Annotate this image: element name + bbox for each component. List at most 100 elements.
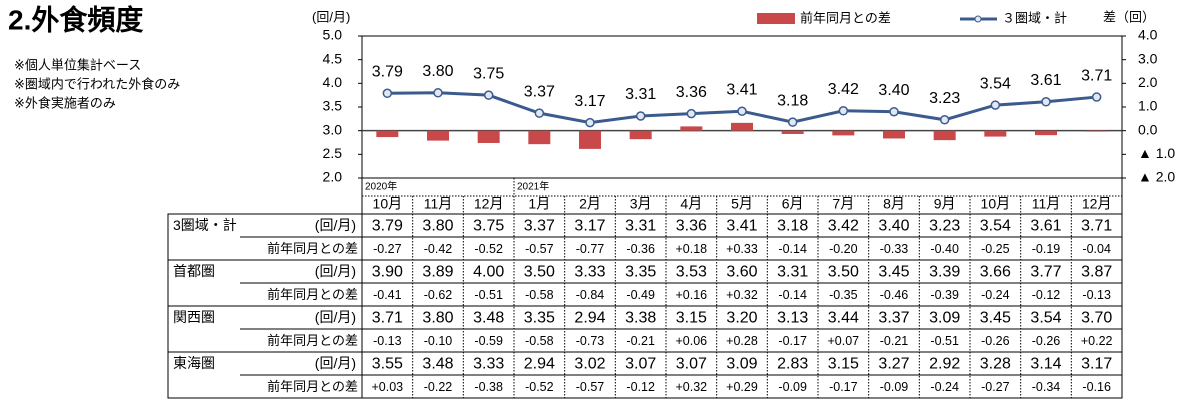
cell: 2.94 [574,310,605,327]
marker [585,117,595,128]
cell: -0.04 [1082,242,1111,256]
cell: -0.25 [981,242,1010,256]
x-tick-label: 9月 [934,196,956,212]
y-axis-label: (回/月) [312,9,350,24]
row-unit: (回/月) [315,217,356,233]
y2-tick-label: ▲ 2.0 [1138,169,1175,185]
cell: 3.50 [524,264,555,281]
cell: -0.12 [1032,288,1061,302]
cell: 3.45 [878,264,909,281]
row-unit: (回/月) [315,309,356,325]
marker [737,106,747,117]
data-label: 3.37 [524,83,555,100]
data-label: 3.17 [574,93,605,110]
cell: 3.75 [473,218,504,235]
cell: +0.16 [676,288,708,302]
row-unit: (回/月) [315,355,356,371]
cell: -0.14 [778,242,807,256]
note: ※圏域内で行われた外食のみ [14,76,180,91]
cell: 2.92 [929,356,960,373]
y-tick-label: 3.5 [323,98,343,114]
cell: 3.31 [625,218,656,235]
cell: +0.32 [676,380,708,394]
data-label: 3.42 [828,81,859,98]
y-tick-label: 4.0 [323,74,343,90]
cell: 3.87 [1081,264,1112,281]
cell: +0.28 [726,334,758,348]
row-label: 前年同月との差 [267,287,358,302]
cell: -0.59 [474,334,503,348]
row-label: 前年同月との差 [267,241,358,256]
bar [731,122,753,131]
x-tick-label: 6月 [782,196,804,212]
cell: 3.18 [777,218,808,235]
cell: 3.80 [422,310,453,327]
cell: 3.17 [574,218,605,235]
row-unit: (回/月) [315,263,356,279]
cell: 3.09 [726,356,757,373]
cell: -0.19 [1032,242,1061,256]
year-label: 2021年 [517,180,549,193]
x-tick-label: 12月 [1082,196,1112,212]
cell: 3.15 [828,356,859,373]
x-tick-label: 10月 [981,196,1011,212]
cell: 3.37 [878,310,909,327]
x-tick-label: 2月 [579,196,601,212]
cell: 3.35 [625,264,656,281]
cell: +0.03 [372,380,404,394]
marker [686,108,697,119]
cell: 3.53 [676,264,707,281]
cell: 3.77 [1030,264,1061,281]
cell: -0.36 [626,242,655,256]
cell: -0.14 [778,288,807,302]
y-tick-label: 3.0 [323,121,343,137]
cell: -0.24 [930,380,959,394]
cell: -0.17 [778,334,807,348]
y-tick-label: 2.5 [323,145,343,161]
marker [1041,97,1051,107]
data-label: 3.40 [878,82,909,99]
data-label: 3.75 [473,65,504,82]
cell: -0.42 [424,242,453,256]
cell: 3.42 [828,218,859,235]
marker [787,117,798,127]
cell: 3.54 [980,218,1011,235]
cell: -0.13 [373,334,402,348]
cell: 2.83 [777,356,808,373]
cell: +0.32 [726,288,758,302]
data-label: 3.61 [1030,72,1061,89]
note: ※個人単位集計ベース [14,57,141,72]
y-tick-label: 5.0 [323,27,343,43]
bar [427,130,449,141]
data-label: 3.79 [372,63,403,80]
cell: -0.21 [626,334,655,348]
cell: -0.35 [829,288,858,302]
row-label: 前年同月との差 [267,379,358,394]
x-tick-label: 12月 [474,196,504,212]
cell: 3.55 [372,356,403,373]
y-tick-label: 4.5 [323,50,343,66]
cell: 3.20 [726,310,757,327]
x-tick-label: 5月 [731,196,753,212]
cell: -0.41 [373,288,402,302]
cell: -0.26 [981,334,1010,348]
bar [579,130,601,149]
row-label: 東海圏 [173,355,215,371]
cell: -0.27 [373,242,402,256]
cell: -0.77 [576,242,605,256]
cell: -0.84 [576,288,605,302]
cell: 3.17 [1081,356,1112,373]
cell: 3.41 [726,218,757,235]
bar [984,130,1007,137]
cell: -0.52 [525,380,554,394]
cell: 3.37 [524,218,555,235]
bar [477,130,500,143]
cell: 3.71 [1081,218,1112,235]
cell: 3.23 [929,218,960,235]
cell: 3.39 [929,264,960,281]
y2-tick-label: 0.0 [1138,121,1158,137]
legend-swatch [757,13,795,24]
x-tick-label: 7月 [832,196,854,212]
cell: -0.22 [424,380,453,394]
cell: 3.14 [1030,356,1061,373]
